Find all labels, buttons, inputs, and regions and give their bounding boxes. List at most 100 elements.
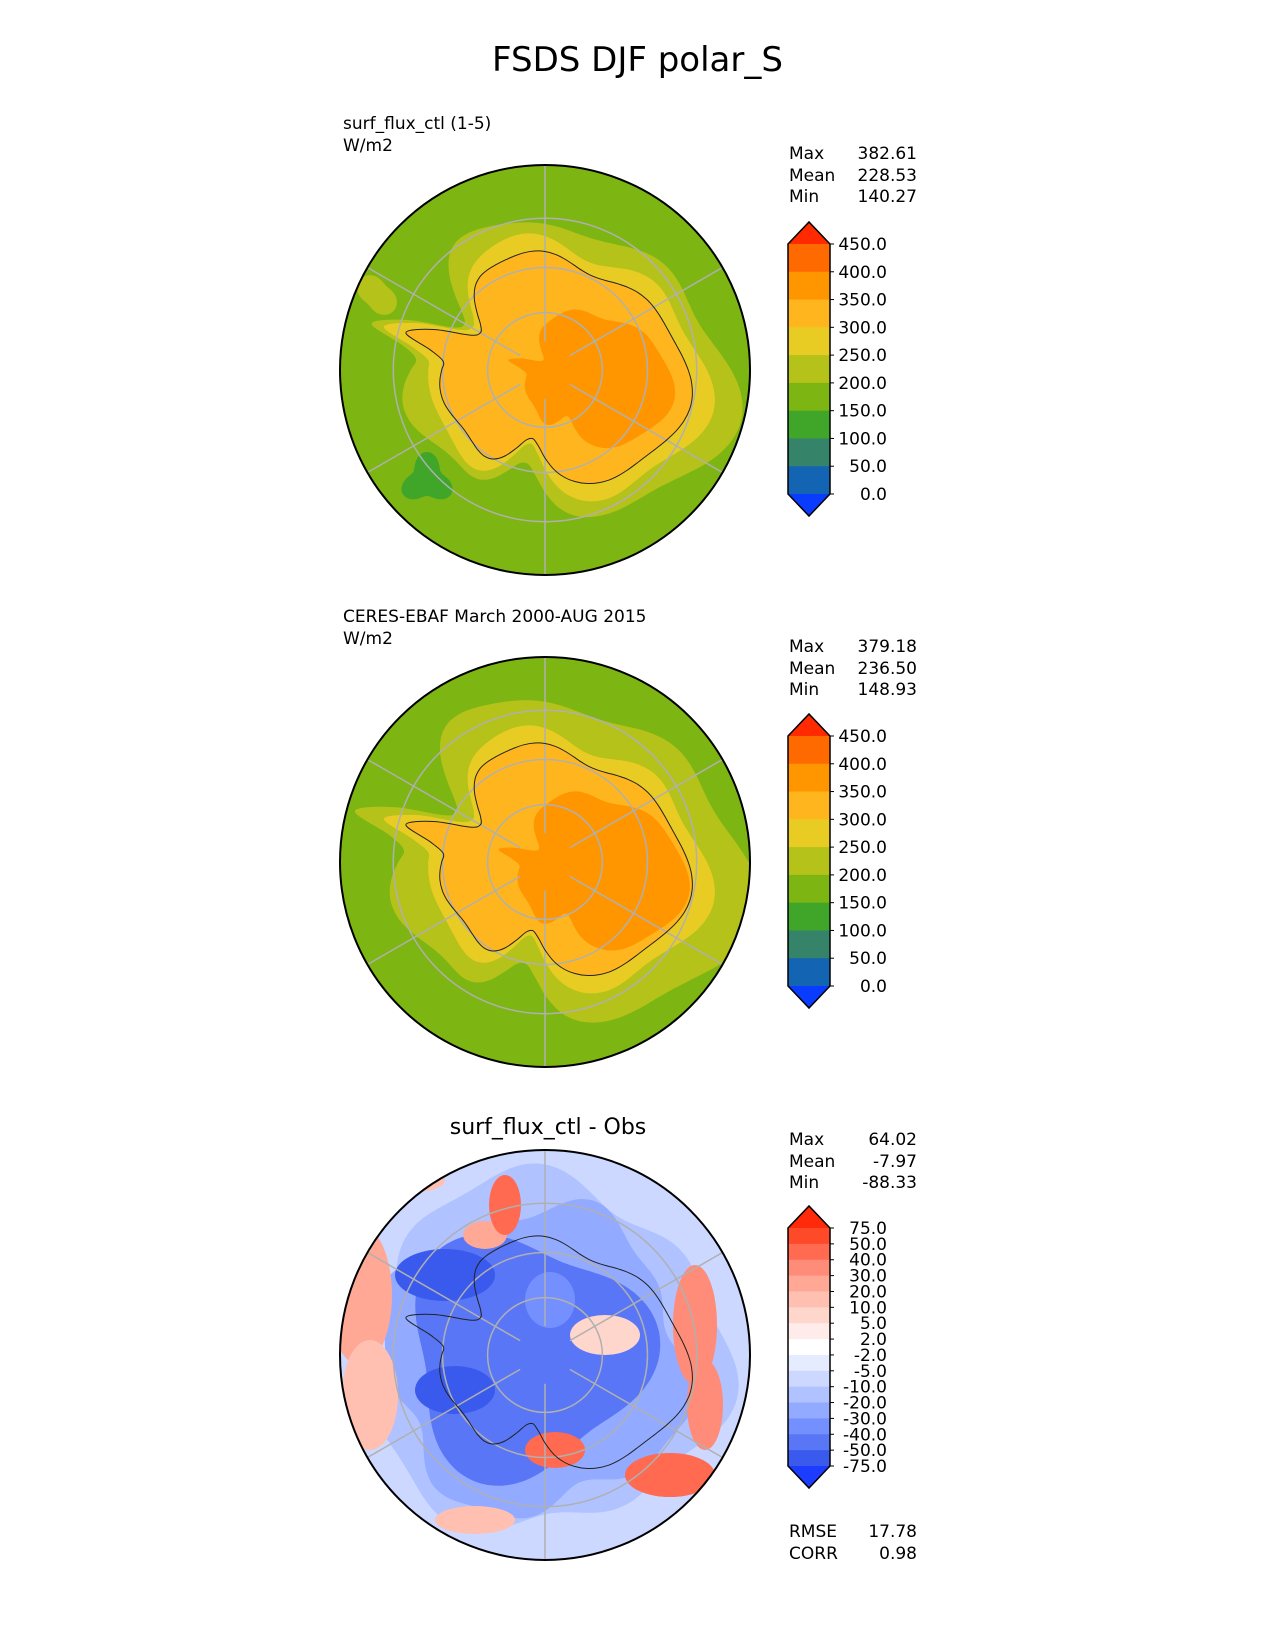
longitude-gridline xyxy=(569,875,723,966)
colorbar-segment xyxy=(788,299,830,328)
colorbar-tick-label: 300.0 xyxy=(838,810,887,830)
stat-row: Max 382.61 xyxy=(789,144,917,166)
colorbar-segment xyxy=(788,1434,830,1451)
longitude-gridline xyxy=(569,1251,723,1342)
colorbar-tick-label: 0.0 xyxy=(860,485,887,505)
map-boundary xyxy=(339,656,751,1068)
contour-band-350 xyxy=(508,309,676,449)
longitude-gridline xyxy=(367,758,521,849)
colorbar-segment xyxy=(788,1402,830,1419)
colorbar-tick-label: 10.0 xyxy=(849,1298,887,1318)
colorbar-tick-label: 250.0 xyxy=(838,346,887,366)
diff-positive-patch xyxy=(625,1453,715,1497)
colorbar-extend-min xyxy=(788,494,830,516)
panel-3-title: surf_flux_ctl - Obs xyxy=(449,1115,647,1140)
longitude-gridline xyxy=(367,1251,521,1342)
diff-positive-patch xyxy=(570,1315,640,1355)
colorbar-tick-label: 400.0 xyxy=(838,263,887,283)
colorbar-1: 450.0 400.0 350.0 300.0 250.0 200.0 150.0 100.0… xyxy=(787,220,887,518)
colorbar-tick-label: 200.0 xyxy=(838,866,887,886)
longitude-gridline xyxy=(569,758,723,849)
colorbar-segment xyxy=(788,1418,830,1435)
colorbar-tick-label: 30.0 xyxy=(849,1267,887,1287)
colorbar-extend-max xyxy=(788,714,830,736)
colorbar-tick-label: -50.0 xyxy=(843,1441,887,1461)
colorbar-tick-label: -10.0 xyxy=(843,1378,887,1398)
colorbar-tick-label: -20.0 xyxy=(843,1394,887,1414)
diff-negative-patch xyxy=(395,1249,495,1301)
colorbar-segment xyxy=(788,1275,830,1293)
colorbar-tick-label: 50.0 xyxy=(849,949,887,969)
colorbar-tick-label: 0.0 xyxy=(860,977,887,997)
colorbar-tick-label: -30.0 xyxy=(843,1409,887,1429)
polar-map-3 xyxy=(340,1150,750,1560)
metric-value: 17.78 xyxy=(868,1522,917,1542)
metric-name: CORR xyxy=(789,1543,838,1564)
colorbar-extend-max xyxy=(788,222,830,244)
coastline xyxy=(405,1235,693,1469)
colorbar-segment xyxy=(788,1386,830,1404)
stat-row: Mean 236.50 xyxy=(789,659,917,681)
stat-name: Min xyxy=(789,1173,820,1193)
stat-value: 228.53 xyxy=(857,165,917,186)
stat-row: Min -88.33 xyxy=(789,1173,917,1195)
panel-1-label-line1: surf_flux_ctl (1-5) xyxy=(343,114,492,134)
stat-row: Mean -7.97 xyxy=(789,1152,917,1174)
diff-positive-patch xyxy=(489,1175,521,1235)
stat-value: 140.27 xyxy=(857,187,917,207)
colorbar-tick-label: 100.0 xyxy=(838,429,887,449)
stat-name: Mean xyxy=(789,1151,836,1172)
map-boundary xyxy=(339,1149,751,1561)
colorbar-segment xyxy=(788,1354,830,1372)
colorbar-segment xyxy=(788,1323,830,1340)
diff-positive-patch xyxy=(385,1168,445,1192)
longitude-gridline xyxy=(367,1368,521,1459)
longitude-gridline xyxy=(569,383,723,474)
colorbar-tick-label: -40.0 xyxy=(843,1425,887,1445)
colorbar-segment xyxy=(788,1307,830,1324)
colorbar-segment xyxy=(788,736,830,765)
stat-name: Max xyxy=(789,144,825,164)
colorbar-tick-label: 200.0 xyxy=(838,374,887,394)
diff-negative-patch xyxy=(555,1362,615,1398)
stat-row: Mean 228.53 xyxy=(789,166,917,188)
colorbar-segment xyxy=(788,410,830,440)
panel-2-label: CERES-EBAF March 2000-AUG 2015 W/m2 xyxy=(343,606,646,650)
colorbar-segment xyxy=(788,819,830,848)
coastline xyxy=(405,742,693,976)
panel-2-units: W/m2 xyxy=(343,629,393,649)
colorbar-extend-min xyxy=(788,986,830,1008)
stat-row: Max 64.02 xyxy=(789,1130,917,1152)
colorbar-tick-label: 5.0 xyxy=(860,1314,887,1334)
stat-value: 379.18 xyxy=(857,637,917,657)
colorbar-segment xyxy=(788,382,830,412)
contour-band-200 xyxy=(357,275,397,315)
colorbar-segment xyxy=(788,874,830,904)
longitude-gridline xyxy=(569,1368,723,1459)
metric-name: RMSE xyxy=(789,1522,838,1542)
colorbar-tick-label: 40.0 xyxy=(849,1251,887,1271)
colorbar-tick-label: -75.0 xyxy=(843,1457,887,1477)
colorbar-segment xyxy=(788,438,830,467)
panel-3-metrics: RMSE 17.78 CORR 0.98 xyxy=(789,1522,917,1565)
panel-1-label: surf_flux_ctl (1-5) W/m2 xyxy=(343,113,491,157)
stat-name: Min xyxy=(789,680,820,700)
diff-negative-patch xyxy=(525,1272,575,1328)
colorbar-segment xyxy=(788,930,830,959)
diff-positive-patch xyxy=(435,1506,515,1534)
stat-row: Min 148.93 xyxy=(789,680,917,702)
panel-3-stats: Max 64.02 Mean -7.97 Min -88.33 xyxy=(789,1130,917,1195)
colorbar-tick-label: 2.0 xyxy=(860,1330,887,1350)
diff-negative-patch xyxy=(415,1366,495,1414)
colorbar-segment xyxy=(788,355,830,384)
colorbar-tick-label: 50.0 xyxy=(849,457,887,477)
longitude-gridline xyxy=(367,383,521,474)
colorbar-segment xyxy=(788,466,830,495)
stat-name: Mean xyxy=(789,658,836,679)
colorbar-segment xyxy=(788,1243,830,1261)
colorbar-3: 75.050.040.030.020.010.05.02.0-2.0-5.0-1… xyxy=(787,1204,887,1490)
colorbar-tick-label: 400.0 xyxy=(838,755,887,775)
map-boundary xyxy=(339,164,751,576)
diff-positive-patch xyxy=(687,1360,723,1450)
stat-row: Max 379.18 xyxy=(789,637,917,659)
